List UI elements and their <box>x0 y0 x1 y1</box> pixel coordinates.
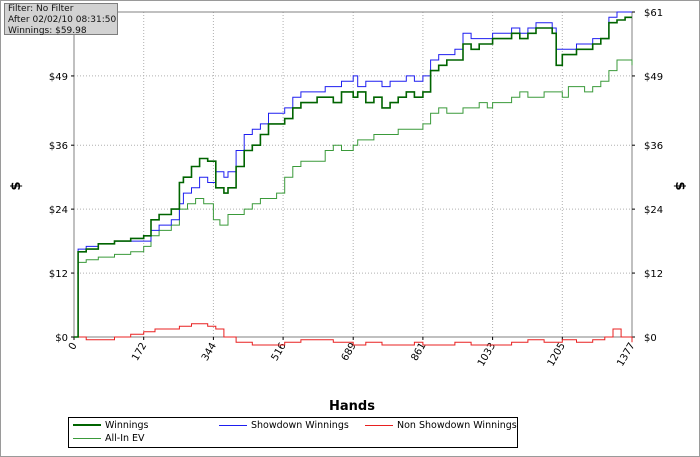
legend-item-non-showdown: Non Showdown Winnings <box>365 420 517 432</box>
y-tick-label-left: $24 <box>49 205 68 216</box>
x-tick-label: 172 <box>130 341 149 363</box>
series-winnings-line <box>74 16 632 338</box>
legend-label-showdown: Showdown Winnings <box>251 420 349 431</box>
chart-legend: Winnings Showdown Winnings Non Showdown … <box>68 417 518 448</box>
y-tick-label-right: $12 <box>644 269 663 280</box>
legend-label-winnings: Winnings <box>105 420 149 431</box>
legend-swatch-winnings <box>73 424 101 426</box>
x-tick-label: 0 <box>67 341 80 352</box>
series-layer <box>74 11 633 346</box>
x-tick-label: 1377 <box>615 341 637 369</box>
series-showdown-line <box>74 11 632 338</box>
x-tick-label: 689 <box>340 341 359 363</box>
legend-swatch-non-showdown <box>365 425 393 426</box>
series-non-showdown-line <box>74 323 633 346</box>
legend-label-allin-ev: All-In EV <box>105 433 145 444</box>
grid-lines <box>74 12 632 338</box>
y-tick-label-right: $24 <box>644 205 663 216</box>
y-tick-label-right: $61 <box>644 8 663 19</box>
axis-ticks: $0 $0 $12 $12 $24 $24 $36 $36 $49 $49 $61 0 172 344 51… <box>49 8 663 369</box>
after-date-text: After 02/02/10 08:31:50 <box>8 15 117 25</box>
y-tick-label-left: $36 <box>49 141 68 152</box>
x-tick-label: 861 <box>409 341 428 363</box>
y-tick-label-right: $49 <box>644 72 663 83</box>
x-tick-label: 344 <box>200 341 219 363</box>
y-tick-label-right: $36 <box>644 141 663 152</box>
y-tick-label-left: $0 <box>55 333 68 344</box>
x-tick-label: 516 <box>270 341 289 363</box>
x-axis-title: Hands <box>329 399 375 414</box>
legend-swatch-showdown <box>219 425 247 426</box>
legend-swatch-allin-ev <box>73 438 101 439</box>
y-tick-label-right: $0 <box>644 333 657 344</box>
y-axis-title-right: $ <box>672 181 687 190</box>
legend-item-showdown: Showdown Winnings <box>219 420 359 432</box>
winnings-total-text: Winnings: $59.98 <box>8 26 87 36</box>
y-tick-label-left: $12 <box>49 269 68 280</box>
y-axis-title-left: $ <box>9 181 24 190</box>
legend-item-winnings: Winnings <box>73 420 213 432</box>
legend-label-non-showdown: Non Showdown Winnings <box>397 420 517 431</box>
y-tick-label-left: $49 <box>49 72 68 83</box>
filter-text: Filter: No Filter <box>8 4 74 14</box>
x-tick-label: 1205 <box>546 341 568 369</box>
info-box: Filter: No Filter After 02/02/10 08:31:5… <box>4 3 118 36</box>
legend-item-allin-ev: All-In EV <box>73 433 213 445</box>
